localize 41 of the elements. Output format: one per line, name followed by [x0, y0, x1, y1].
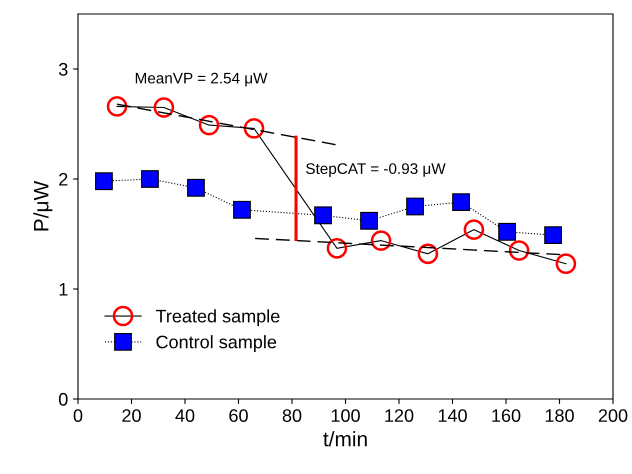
annotation: MeanVP = 2.54 μW	[136, 72, 268, 86]
point	[95, 172, 113, 190]
point	[508, 240, 530, 261]
point	[544, 226, 562, 244]
point	[187, 178, 205, 197]
x-tick-label: 80	[282, 409, 302, 422]
point	[464, 219, 484, 240]
x-axis-title: t/min	[323, 431, 367, 446]
point	[498, 222, 516, 241]
y-tick-label: 1	[60, 283, 68, 296]
annotation: StepCAT = -0.93 μW	[306, 163, 446, 178]
x-tick-label: 20	[122, 409, 141, 422]
legend-label: Treated sample	[156, 309, 280, 326]
x-tick-label: 160	[492, 409, 520, 422]
point	[418, 244, 438, 264]
point	[106, 96, 128, 117]
point	[198, 114, 220, 136]
x-tick-label: 140	[438, 409, 467, 422]
point	[244, 118, 264, 139]
x-tick-label: 40	[175, 409, 194, 422]
y-tick-label: 2	[59, 172, 68, 186]
point	[360, 212, 378, 230]
x-tick-label: 60	[229, 409, 248, 422]
point	[233, 200, 251, 219]
point	[326, 238, 348, 259]
x-tick-label: 180	[546, 409, 574, 422]
y-tick-label: 0	[58, 392, 68, 406]
x-tick-label: 100	[332, 409, 360, 422]
point	[314, 206, 332, 224]
point	[141, 170, 159, 188]
x-tick-label: 0	[74, 409, 82, 422]
point	[452, 193, 470, 211]
legend-label: Control sample	[156, 335, 276, 352]
point	[370, 230, 392, 251]
y-tick-label: 3	[58, 62, 68, 76]
y-axis-title: P/μW	[33, 180, 52, 230]
point	[154, 97, 174, 118]
point	[556, 253, 576, 274]
x-tick-label: 120	[385, 409, 414, 422]
point	[406, 198, 424, 216]
x-tick-label: 200	[598, 409, 628, 422]
